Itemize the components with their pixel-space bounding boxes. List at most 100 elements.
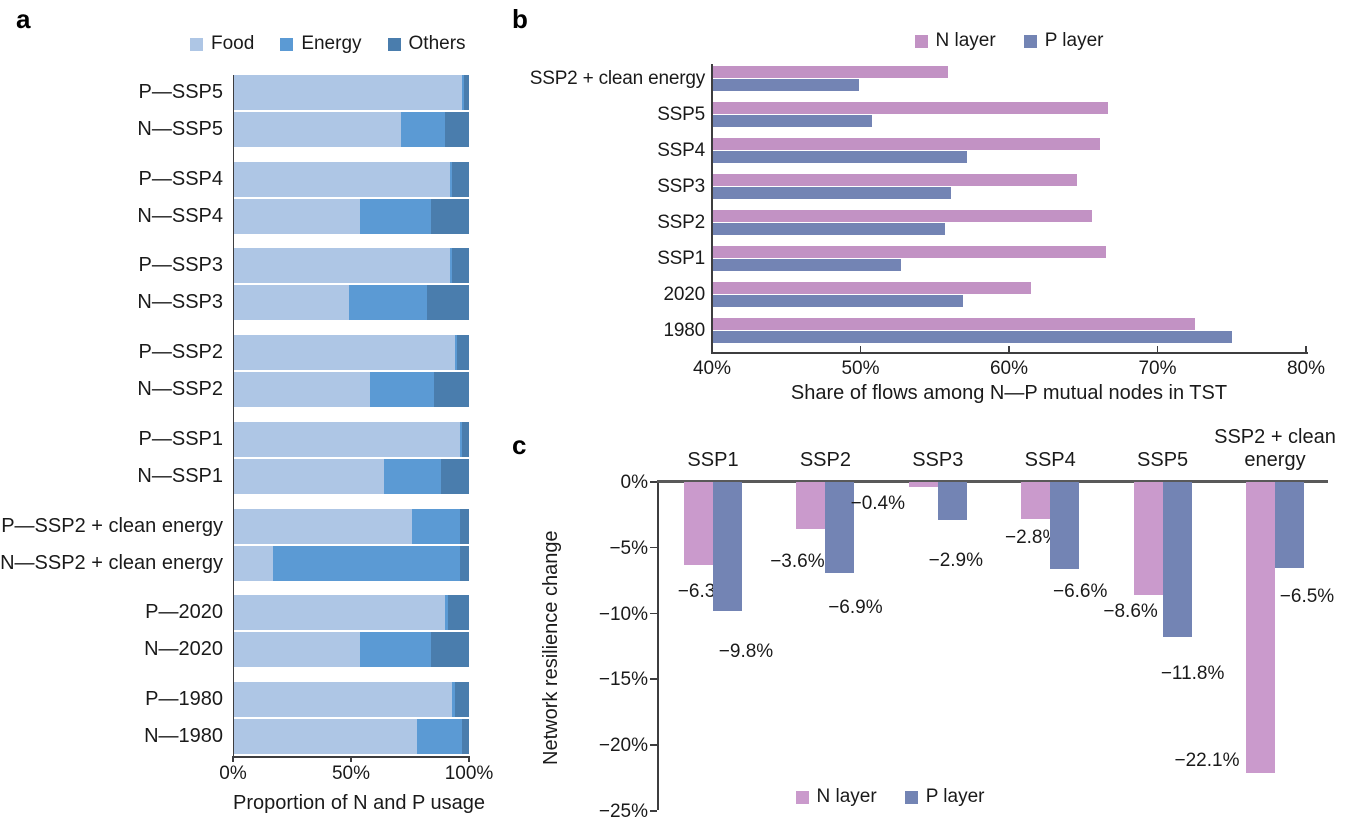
legend-swatch-icon [1023,34,1037,48]
bar-segment-energy [369,372,434,408]
bar-p-layer [1162,482,1192,638]
panel-c-letter: c [512,430,527,460]
bar-p-layer [825,482,855,573]
legend-swatch-icon [280,37,294,51]
bar-row-label: SSP1 [657,247,705,269]
axis-tick-label: 0% [620,472,648,493]
legend-item-c: P layer [904,786,984,808]
bar-segment-energy [452,681,455,717]
bar-p-layer [712,331,1232,343]
bar-row-label: N—SSP1 [137,464,223,487]
axis-tick-label: 60% [989,358,1029,379]
value-label: −8.6% [1103,601,1158,623]
bar-row-label: N—SSP4 [137,204,223,227]
axis-tick [1008,345,1010,352]
value-label: −3.6% [770,551,825,573]
category-label: SSP1 [603,449,823,472]
bar-track [233,75,469,110]
axis-tick-label: 50% [841,358,880,379]
bar-n-layer [712,246,1106,258]
bar-row-label: N—2020 [144,638,223,661]
axis-tick-label: 0% [219,763,247,784]
bar-segment-food [233,198,361,234]
stacked-bar-row: P—SSP3 [0,248,469,284]
axis-tick-label: 40% [692,358,732,379]
bar-row-label: 2020 [663,283,706,305]
bar-p-layer [712,151,968,163]
bar-n-layer [908,482,938,488]
bar-segment-energy [450,248,453,284]
axis-tick [650,744,657,746]
bar-segment-food [233,335,455,371]
bar-track [233,421,469,457]
bar-p-layer [712,79,859,91]
bar-track [233,458,469,494]
stacked-bar-row: P—SSP1 [0,421,469,457]
legend-swatch-icon [904,790,918,804]
category-label: SSP5 [1053,449,1273,472]
panel-b-xaxis-title: Share of flows among N—P mutual nodes in… [790,382,1228,404]
bar-row-label: P—SSP2 + clean energy [1,514,223,537]
bar-segment-food [233,112,401,147]
bar-p-layer [713,482,742,611]
axis-tick [650,546,657,549]
category-label-line: SSP4 [1024,449,1076,471]
stacked-bar-row: N—SSP5 [0,112,469,147]
category-label-line: energy [1244,449,1306,471]
axis-tick-label: −10% [598,603,648,625]
bar-row-label: P—SSP1 [138,427,223,450]
category-label: SSP2 [715,449,935,472]
bar-segment-energy [273,545,460,581]
panel-b-yaxis-line [711,64,713,353]
panel-a-yaxis-line [232,75,234,757]
bar-n-layer [1246,482,1275,773]
axis-tick [650,678,657,680]
bar-track [233,595,469,631]
axis-tick-label: −15% [598,669,648,691]
stacked-bar-row: N—SSP2 [0,372,469,408]
bar-segment-others [452,248,469,284]
bar-track [233,335,469,371]
axis-tick [650,810,657,812]
bar-track [233,112,469,147]
panel-c-yaxis-title: Network resilience change [540,530,562,766]
bar-row-label: SSP3 [657,175,705,197]
bar-segment-energy [348,285,427,321]
value-label: −2.8% [1004,526,1060,548]
axis-tick [711,345,713,352]
bar-segment-energy [360,198,432,234]
bar-p-layer [712,187,952,199]
panel-b-letter: b [512,4,528,34]
legend-label: P layer [1044,30,1104,51]
legend-swatch-icon [914,34,928,48]
axis-tick [232,756,234,762]
bar-row-label: P—2020 [145,601,223,624]
bar-segment-food [233,421,460,457]
bar-row-label: SSP4 [657,139,705,161]
bar-n-layer [712,282,1032,294]
grouped-bar-row: 1980 [500,318,1306,343]
axis-tick-label: −5% [609,537,648,559]
bar-track [233,161,469,197]
axis-tick [468,756,470,762]
axis-tick [1305,345,1307,352]
value-label: −9.8% [718,640,774,662]
panel-a: a Food Energy Others P—SSP5 N—SSP5 P—SSP4 N—S… [0,0,500,826]
bar-segment-energy [360,632,432,668]
axis-tick-label: −20% [598,735,648,757]
bar-segment-others [440,458,469,494]
bar-segment-others [457,335,469,371]
panel-b: b N layer P layer SSP2 + clean energy SSP5… [500,0,1345,420]
bar-segment-energy [412,508,460,544]
legend-item-b: N layer [914,30,996,52]
value-label: −11.8% [1160,663,1225,685]
axis-tick-label: 70% [1138,358,1177,379]
bar-row-label: SSP2 [657,211,705,233]
bar-row-label: N—SSP2 + clean energy [0,551,223,574]
bar-n-layer [1021,482,1051,519]
legend-item-a: Others [387,33,466,55]
bar-segment-food [233,248,451,284]
bar-segment-food [233,75,462,110]
bar-p-layer [1275,482,1304,568]
axis-tick [350,756,352,762]
